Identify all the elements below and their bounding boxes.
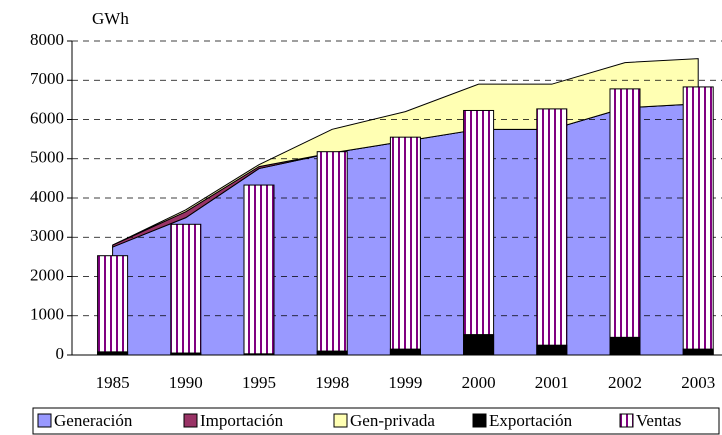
y-tick-label: 0 — [56, 344, 65, 363]
bar — [682, 348, 714, 356]
bar — [463, 334, 495, 356]
bar — [389, 348, 421, 356]
x-tick-label: 1999 — [388, 373, 422, 392]
x-tick-label: 2002 — [608, 373, 642, 392]
bar — [316, 350, 348, 356]
legend-swatch — [333, 413, 348, 428]
x-tick-label: 1990 — [169, 373, 203, 392]
y-tick-label: 5000 — [30, 148, 64, 167]
y-tick-label: 2000 — [30, 265, 64, 284]
legend-swatch — [183, 413, 198, 428]
bar — [609, 88, 641, 356]
legend-label: Exportación — [489, 411, 573, 430]
x-tick-label: 1998 — [315, 373, 349, 392]
bar — [609, 336, 641, 356]
bar — [536, 344, 568, 356]
bar — [463, 109, 495, 356]
legend-swatch — [619, 413, 634, 428]
y-tick-label: 3000 — [30, 226, 64, 245]
bar — [536, 108, 568, 356]
bar — [97, 255, 129, 356]
y-tick-label: 1000 — [30, 305, 64, 324]
legend-swatch — [472, 413, 487, 428]
legend-label: Generación — [54, 411, 133, 430]
legend-swatch — [37, 413, 52, 428]
y-tick-label: 8000 — [30, 30, 64, 49]
y-tick-label: 7000 — [30, 69, 64, 88]
y-tick-label: 6000 — [30, 108, 64, 127]
legend-label: Gen-privada — [350, 411, 435, 430]
bar — [682, 86, 714, 356]
bar — [170, 223, 202, 356]
y-axis-label: GWh — [92, 9, 129, 28]
y-tick-label: 4000 — [30, 187, 64, 206]
x-tick-label: 1995 — [242, 373, 276, 392]
legend-box — [32, 407, 720, 435]
x-tick-label: 1985 — [96, 373, 130, 392]
bar — [389, 136, 421, 356]
x-tick-label: 2003 — [681, 373, 715, 392]
bar — [316, 151, 348, 356]
bar — [243, 184, 275, 356]
x-tick-label: 2000 — [462, 373, 496, 392]
legend-label: Importación — [200, 411, 284, 430]
x-tick-label: 2001 — [535, 373, 569, 392]
legend-label: Ventas — [636, 411, 681, 430]
